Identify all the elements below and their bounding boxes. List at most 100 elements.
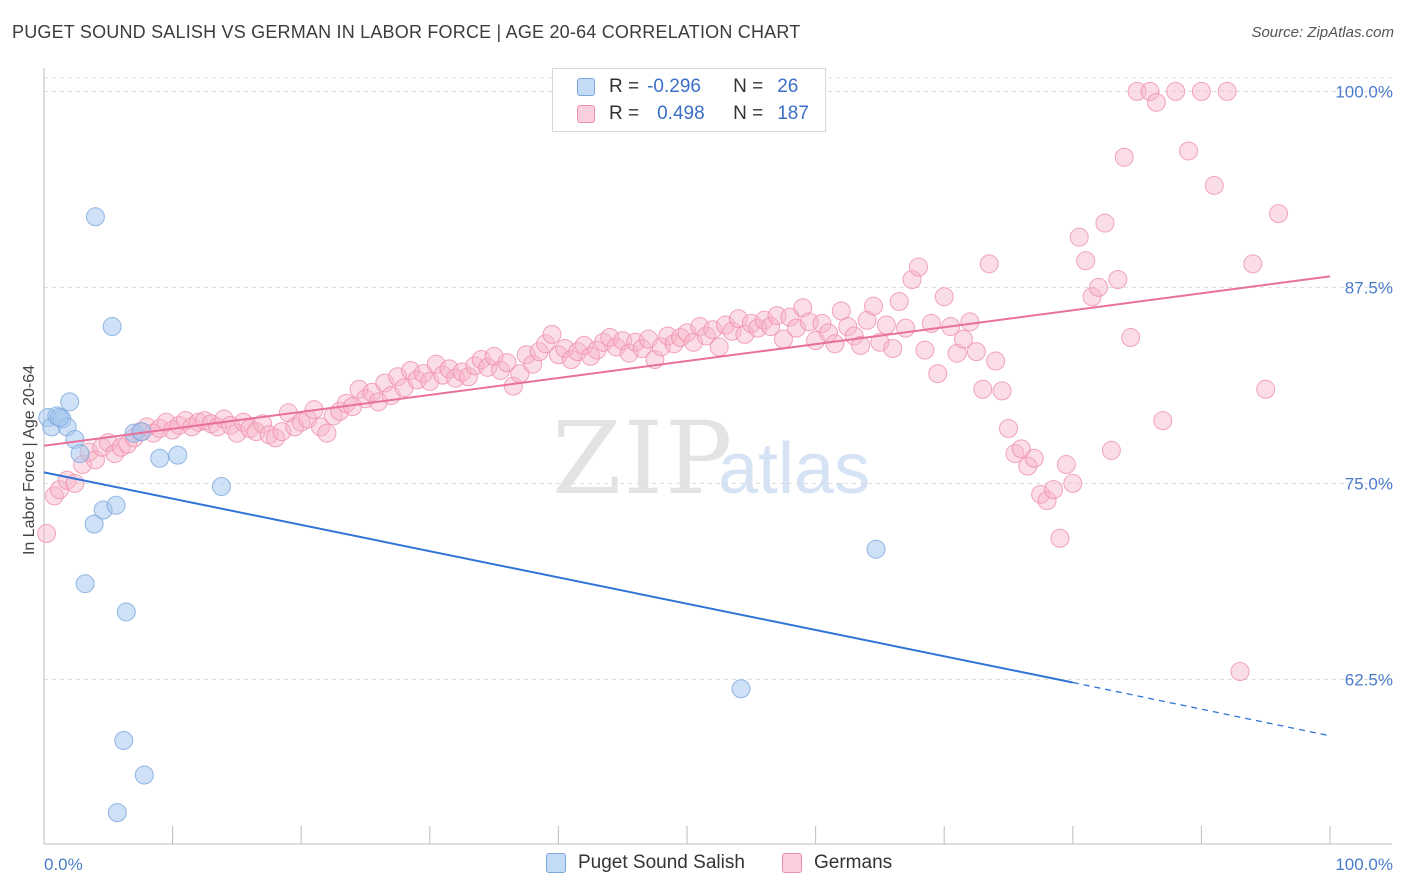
germans-point <box>999 418 1018 438</box>
germans-point <box>349 379 369 399</box>
germans-point <box>1024 448 1044 468</box>
germans-point <box>960 312 980 332</box>
legend-n-value: 187 <box>777 103 809 124</box>
data-points <box>37 81 1289 823</box>
germans-point <box>703 320 723 340</box>
germans-point <box>934 287 954 307</box>
legend-n-value: 26 <box>777 76 799 97</box>
germans-point <box>761 317 781 337</box>
salish-point <box>134 765 154 785</box>
germans-point <box>863 296 883 316</box>
germans-point <box>317 423 337 443</box>
legend-r-label: R = <box>609 103 640 124</box>
germans-point <box>1089 277 1109 297</box>
germans-point <box>915 340 935 360</box>
germans-point <box>1044 480 1064 500</box>
salish-point <box>102 317 122 337</box>
germans-point <box>1121 328 1141 348</box>
salish-point <box>168 445 188 465</box>
germans-point <box>883 339 903 359</box>
germans-point <box>1101 440 1121 460</box>
germans-point <box>1114 147 1134 167</box>
germans-point <box>1018 456 1038 476</box>
germans-point <box>1063 473 1083 493</box>
watermark-atlas: atlas <box>718 429 871 509</box>
germans-point <box>1243 254 1263 274</box>
legend-label-germans: Germans <box>814 852 893 873</box>
y-tick-label: 100.0% <box>1335 82 1393 101</box>
germans-point <box>246 422 266 442</box>
salish-point <box>116 602 136 622</box>
germans-point <box>902 270 922 290</box>
germans-point <box>478 357 498 377</box>
axes <box>43 68 1392 845</box>
germans-point <box>491 360 511 380</box>
y-axis-label: In Labor Force | Age 20-64 <box>21 364 38 556</box>
germans-point <box>1191 81 1211 101</box>
germans-point <box>1076 251 1096 271</box>
germans-point <box>426 354 446 374</box>
legend-n-label: N = <box>733 76 764 97</box>
legend-item-salish: Puget Sound Salish <box>546 852 745 874</box>
germans-point <box>979 254 999 274</box>
legend-row-germans: R = 0.498 N = 187 <box>577 103 809 125</box>
germans-point <box>1095 213 1115 233</box>
germans-point <box>600 328 620 348</box>
germans-point <box>651 337 671 357</box>
legend-swatch-germans <box>782 853 802 873</box>
germans-point <box>709 337 729 357</box>
germans-point <box>619 343 639 363</box>
salish-point <box>85 207 105 227</box>
legend-r-value: -0.296 <box>647 76 701 97</box>
germans-point <box>1146 92 1166 112</box>
germans-point <box>1217 81 1237 101</box>
germans-point <box>503 376 523 396</box>
trend-lines <box>43 275 1331 737</box>
germans-point <box>928 364 948 384</box>
legend-r-value: 0.498 <box>657 103 705 124</box>
salish-trend-extension <box>1072 681 1331 737</box>
germans-point <box>838 317 858 337</box>
germans-point <box>555 339 575 359</box>
germans-point <box>471 349 491 369</box>
germans-point <box>857 310 877 330</box>
germans-point <box>1069 227 1089 247</box>
legend-r-label: R = <box>609 76 640 97</box>
germans-point <box>947 343 967 363</box>
legend-label-salish: Puget Sound Salish <box>578 852 745 873</box>
legend-swatch-germans <box>577 105 595 123</box>
germans-point <box>992 381 1012 401</box>
germans-point <box>37 524 57 544</box>
germans-point <box>1256 379 1276 399</box>
germans-point <box>536 334 556 354</box>
germans-point <box>574 335 594 355</box>
legend-swatch-salish <box>577 78 595 96</box>
germans-point <box>401 360 421 380</box>
germans-point <box>986 351 1006 371</box>
germans-point <box>1179 141 1199 161</box>
germans-point <box>227 423 247 443</box>
germans-point <box>908 257 928 277</box>
y-tick-label: 62.5% <box>1345 670 1393 689</box>
germans-point <box>1153 411 1173 431</box>
germans-point <box>1140 81 1160 101</box>
germans-point <box>542 324 562 344</box>
germans-point <box>876 315 896 335</box>
germans-point <box>632 339 652 359</box>
germans-point <box>812 313 832 333</box>
germans-point <box>497 353 517 373</box>
salish-point <box>211 476 231 496</box>
y-tick-label: 87.5% <box>1345 278 1393 297</box>
grid-lines <box>44 77 1392 680</box>
salish-point <box>75 574 95 594</box>
watermark-zip: ZIP <box>552 400 735 517</box>
salish-point <box>150 448 170 468</box>
germans-point <box>272 422 292 442</box>
germans-point <box>1108 270 1128 290</box>
salish-point <box>106 495 126 515</box>
tick-labels: 62.5% 75.0% 87.5% 100.0% 0.0% 100.0% <box>44 82 1393 874</box>
legend-row-salish: R = -0.296 N = 26 <box>577 76 798 98</box>
germans-point <box>439 359 459 379</box>
x-tick-label: 0.0% <box>44 855 83 874</box>
